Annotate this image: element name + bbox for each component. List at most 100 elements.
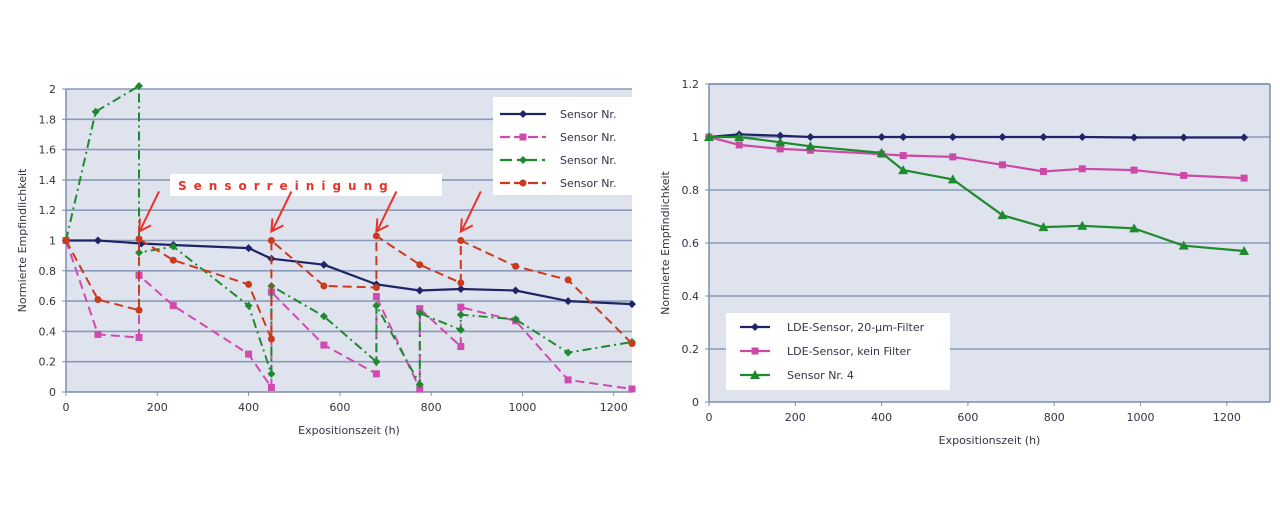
legend-marker-swatch [519, 179, 527, 187]
left-y-axis-label: Normierte Empfindlichkeit [16, 168, 29, 312]
legend-marker-swatch [519, 110, 527, 118]
y-tick-label: 0.4 [39, 325, 57, 338]
x-tick-label: 400 [238, 401, 259, 414]
series-3-point [1239, 245, 1250, 255]
left-legend-item-3: Sensor Nr. [500, 154, 616, 167]
series-2-point [245, 350, 253, 358]
legend-marker-swatch [519, 156, 527, 164]
series-3-point [564, 348, 573, 357]
right-legend-item-1: LDE-Sensor, 20-µm-Filter [740, 321, 925, 334]
series-1-point [776, 131, 785, 140]
y-tick-label: 0 [49, 386, 56, 399]
series-2-point [1130, 166, 1138, 174]
x-tick-label: 0 [706, 411, 713, 424]
series-3-point [734, 132, 745, 141]
series-1-point [1078, 133, 1087, 141]
legend-marker-swatch [519, 133, 527, 141]
series-3-point [456, 310, 465, 319]
series-4-point [564, 276, 572, 284]
y-tick-label: 0.2 [39, 356, 57, 369]
series-3-point [775, 137, 786, 147]
legend-label: Sensor Nr. [560, 131, 616, 144]
series-4-point [320, 282, 328, 290]
series-2-point [416, 305, 424, 313]
series-3 [704, 132, 1250, 255]
y-tick-label: 0.6 [39, 295, 57, 308]
series-4-point [372, 283, 380, 291]
series-4-point [416, 261, 424, 269]
x-tick-label: 800 [421, 401, 442, 414]
legend-label: Sensor Nr. 4 [787, 369, 854, 382]
series-2-point [1240, 174, 1248, 182]
legend-marker-swatch [750, 370, 760, 379]
y-tick-label: 1 [692, 131, 699, 144]
series-3-point [244, 301, 253, 310]
legend-marker-swatch [751, 323, 759, 331]
series-2-point [628, 385, 636, 393]
series-2-line [65, 240, 633, 390]
left-chart: 0 0.2 0.4 0.6 0.8 1 1.2 1.4 1.6 1.8 2 0 200 400 600 80… [16, 81, 636, 437]
legend-marker-swatch [751, 347, 759, 355]
left-legend-item-4: Sensor Nr. [500, 177, 616, 190]
series-2-point [372, 293, 380, 301]
y-tick-label: 1.6 [39, 144, 57, 157]
series-1-point [244, 244, 253, 253]
series-4-point [267, 335, 275, 343]
series-4-point [135, 235, 143, 243]
series-2-point [564, 376, 572, 384]
series-3-point [415, 380, 424, 389]
series-2-point [1180, 171, 1188, 179]
series-1-point [1130, 133, 1139, 142]
series-3-point [135, 81, 144, 90]
series-4-point [245, 280, 253, 288]
y-tick-label: 0.8 [682, 184, 700, 197]
y-tick-label: 2 [49, 83, 56, 96]
series-3-point [319, 312, 328, 321]
series-4-point [62, 237, 70, 244]
y-tick-label: 0.4 [682, 290, 700, 303]
x-tick-label: 400 [871, 411, 892, 424]
right-y-axis-label: Normierte Empfindlichkeit [659, 170, 672, 314]
series-3-point [898, 165, 909, 175]
annotation-box [170, 174, 442, 196]
series-1-point [948, 133, 957, 141]
x-tick-label: 1200 [1213, 411, 1241, 424]
series-2-point [998, 161, 1006, 169]
series-2-point [735, 141, 743, 149]
series-2-point [320, 341, 328, 349]
series-1-point [1240, 133, 1249, 142]
annotation-sensorreinigung: Sensorreinigung [178, 179, 395, 193]
series-3-point [91, 107, 100, 116]
series-3-point [1178, 240, 1189, 250]
series-4-point [267, 237, 275, 244]
series-2-point [949, 153, 957, 161]
right-chart: 00.20.40.60.811.2 0 200 400 600 800 1000 1200 … [659, 78, 1271, 447]
x-tick-label: 1000 [508, 401, 536, 414]
legend-label: Sensor Nr. [560, 177, 616, 190]
annotation-arrow [459, 190, 482, 234]
right-x-axis-label: Expositionszeit (h) [939, 434, 1041, 447]
left-legend-item-1: Sensor Nr. [500, 108, 616, 121]
x-tick-label: 200 [147, 401, 168, 414]
annotation-arrow [375, 190, 398, 234]
left-x-axis-label: Expositionszeit (h) [298, 424, 400, 437]
series-2-point [457, 343, 465, 351]
series-2-point [94, 330, 102, 338]
y-tick-label: 0.8 [39, 265, 57, 278]
right-legend-item-3: Sensor Nr. 4 [740, 369, 854, 382]
series-3-point [997, 210, 1008, 220]
series-1-point [899, 133, 908, 141]
series-4-point [457, 237, 465, 244]
series-3-point [135, 248, 144, 257]
x-tick-label: 0 [63, 401, 70, 414]
series-1-point [628, 300, 636, 309]
series-3-point [876, 147, 887, 157]
series-3-point [456, 325, 465, 334]
y-tick-label: 0 [692, 396, 699, 409]
series-1-point [93, 236, 102, 245]
series-3-point [267, 369, 276, 378]
series-1-point [564, 297, 573, 306]
series-1-point [1039, 133, 1048, 141]
series-1-point [806, 133, 815, 141]
series-4-point [628, 340, 636, 348]
